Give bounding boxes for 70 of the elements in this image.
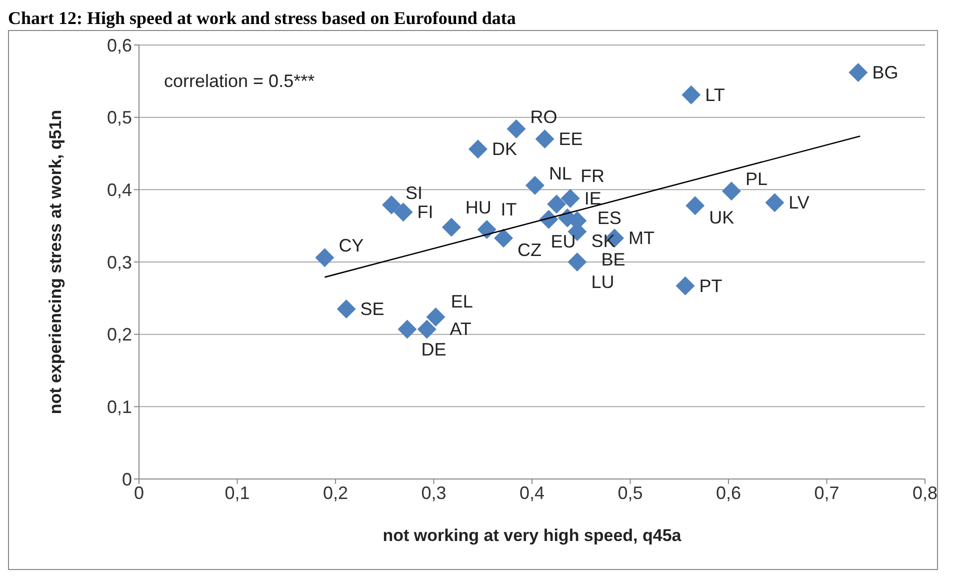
x-tick-label: 0,7 (814, 482, 840, 503)
point (547, 194, 566, 214)
point (315, 248, 334, 268)
point (682, 85, 701, 104)
x-axis-title: not working at very high speed, q45a (382, 526, 682, 545)
annotation: DE (421, 339, 446, 360)
y-tick-label: 0,3 (106, 252, 132, 272)
y-tick-label: 0,5 (106, 108, 132, 128)
point (686, 196, 705, 216)
point (394, 202, 413, 222)
x-tick-label: 0 (134, 482, 144, 503)
annotation: DK (492, 139, 517, 160)
point (560, 188, 580, 208)
chart-title: Chart 12: High speed at work and stress based on Eurofound data (8, 8, 517, 30)
point (676, 276, 695, 296)
point (535, 130, 554, 149)
annotation: UK (709, 208, 734, 228)
point (468, 140, 488, 159)
annotation: CY (338, 236, 364, 256)
y-axis-title: not experiencing stress at work, q51n (46, 110, 66, 414)
x-tick-label: 0,8 (912, 482, 938, 503)
annotation: IT (500, 199, 517, 220)
annotation: SE (360, 299, 384, 320)
x-tick-label: 0,6 (716, 482, 742, 503)
annotation: AT (450, 318, 472, 339)
annotation: RO (530, 106, 558, 127)
x-tick-label: 0,4 (519, 482, 545, 503)
x-tick-label: 0,5 (618, 482, 643, 503)
annotation: correlation = 0.5*** (164, 71, 315, 92)
annotation: EE (558, 129, 583, 150)
annotation: EU (550, 231, 576, 252)
annotation: PL (745, 169, 768, 190)
annotation: FI (417, 202, 434, 222)
annotation: EL (450, 291, 473, 312)
point (417, 320, 436, 339)
x-tick-label: 0,2 (322, 482, 348, 503)
annotation: BE (601, 250, 626, 270)
annotation: HU (465, 197, 492, 218)
y-tick-label: 0,2 (106, 324, 132, 345)
annotation: LT (705, 84, 725, 105)
annotation: LU (591, 272, 614, 292)
point (382, 195, 402, 214)
point (722, 182, 741, 201)
y-tick-label: 0 (122, 469, 132, 490)
annotation: ES (597, 208, 622, 228)
point (426, 307, 446, 326)
annotation: PT (699, 276, 722, 296)
y-tick-label: 0,1 (106, 397, 132, 418)
point (442, 218, 461, 237)
y-tick-label: 0,4 (106, 180, 132, 200)
annotation: IE (584, 188, 602, 208)
y-tick-label: 0,6 (106, 35, 132, 56)
point (398, 320, 417, 339)
annotation: NL (548, 163, 572, 184)
annotation: FR (580, 166, 605, 186)
x-tick-label: 0,3 (421, 482, 446, 503)
point (765, 193, 784, 212)
point (494, 228, 514, 248)
annotation: SI (406, 182, 423, 203)
annotation: BG (872, 62, 898, 82)
point (336, 300, 356, 319)
point (477, 220, 496, 239)
x-tick-label: 0,1 (224, 482, 250, 503)
point (568, 252, 587, 272)
annotation: MT (628, 228, 655, 248)
annotation: LV (788, 192, 810, 213)
annotation: CZ (518, 240, 542, 260)
point (525, 176, 544, 195)
point (506, 119, 526, 138)
point (848, 62, 868, 82)
